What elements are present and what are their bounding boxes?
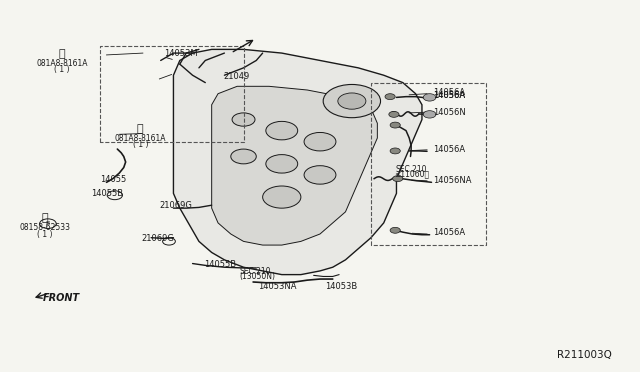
Text: 21069G: 21069G bbox=[141, 234, 175, 243]
Polygon shape bbox=[173, 49, 422, 275]
Text: B: B bbox=[46, 221, 50, 226]
Text: 081A8-8161A: 081A8-8161A bbox=[115, 134, 166, 142]
Circle shape bbox=[266, 121, 298, 140]
Text: R211003Q: R211003Q bbox=[557, 350, 612, 360]
Circle shape bbox=[231, 149, 256, 164]
Text: ≤11060〉: ≤11060〉 bbox=[394, 169, 429, 178]
Text: FRONT: FRONT bbox=[43, 292, 80, 302]
Circle shape bbox=[390, 148, 400, 154]
Text: ⓑ: ⓑ bbox=[42, 214, 48, 224]
Text: (13050N): (13050N) bbox=[240, 272, 276, 281]
Circle shape bbox=[262, 186, 301, 208]
Text: ( 1 ): ( 1 ) bbox=[132, 140, 148, 149]
Circle shape bbox=[385, 94, 395, 100]
Circle shape bbox=[390, 122, 400, 128]
Text: ( 1 ): ( 1 ) bbox=[54, 65, 70, 74]
Circle shape bbox=[323, 84, 381, 118]
Text: ( 1 ): ( 1 ) bbox=[37, 230, 52, 238]
Circle shape bbox=[232, 113, 255, 126]
Circle shape bbox=[304, 132, 336, 151]
Text: 14056NA: 14056NA bbox=[433, 176, 472, 185]
Text: 14055B: 14055B bbox=[204, 260, 236, 269]
Text: 14056A: 14056A bbox=[433, 145, 465, 154]
Text: 14055: 14055 bbox=[100, 175, 127, 184]
Text: 21049: 21049 bbox=[223, 72, 250, 81]
Text: ⓗ: ⓗ bbox=[137, 124, 143, 134]
Text: 081A8-8161A: 081A8-8161A bbox=[36, 59, 88, 68]
Text: SEC.210: SEC.210 bbox=[240, 267, 271, 276]
Circle shape bbox=[389, 112, 399, 117]
Circle shape bbox=[390, 227, 400, 233]
Text: 14056A: 14056A bbox=[433, 91, 465, 100]
Text: 14055B: 14055B bbox=[91, 189, 123, 198]
Text: 14053NA: 14053NA bbox=[258, 282, 297, 291]
Circle shape bbox=[338, 93, 366, 109]
Text: ⓗ: ⓗ bbox=[59, 49, 65, 59]
Circle shape bbox=[266, 155, 298, 173]
Circle shape bbox=[304, 166, 336, 184]
Text: 14056A: 14056A bbox=[433, 88, 465, 97]
Text: 14056N: 14056N bbox=[433, 108, 466, 117]
Text: 14056A: 14056A bbox=[433, 91, 465, 100]
Polygon shape bbox=[212, 86, 378, 245]
Text: 08158-62533: 08158-62533 bbox=[19, 223, 70, 232]
Text: SEC.210: SEC.210 bbox=[395, 164, 427, 173]
Text: 14053B: 14053B bbox=[325, 282, 357, 291]
Text: 14056A: 14056A bbox=[433, 228, 465, 237]
Circle shape bbox=[393, 176, 403, 182]
Text: 14053M: 14053M bbox=[164, 49, 198, 58]
Text: 21069G: 21069G bbox=[159, 201, 192, 210]
Circle shape bbox=[423, 111, 436, 118]
Circle shape bbox=[423, 94, 436, 101]
